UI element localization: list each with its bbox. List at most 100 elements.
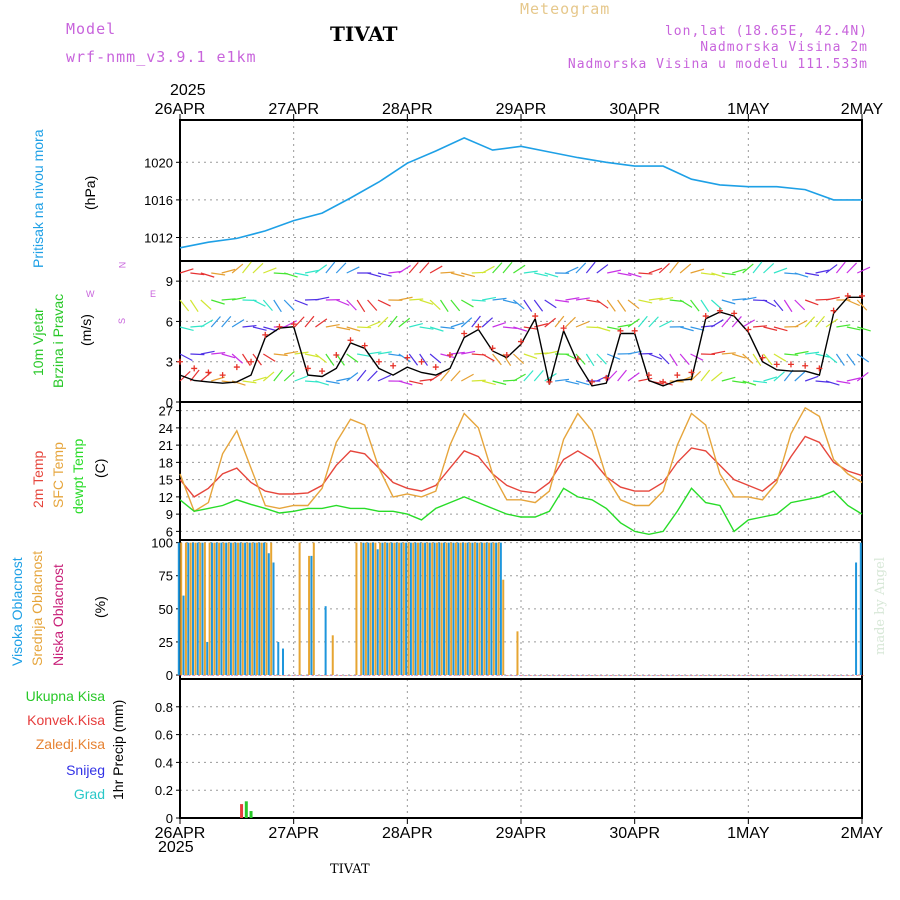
cloud-high-bar [220,542,223,676]
cloud-low-bar [638,675,641,676]
y-tick-label: 0.4 [155,755,173,770]
cloud-low-bar [699,675,702,676]
cloud-mid-bar [772,675,775,676]
cloud-mid-bar [180,542,183,676]
cloud-low-bar [728,675,731,676]
wind-arrow [804,316,816,328]
cloud-mid-bar [511,675,514,676]
wind-arrow [721,299,736,305]
wind-arrow [190,353,205,356]
wind-arrow [835,353,845,366]
cloud-low-bar [396,675,399,676]
wind-arrow [690,268,705,274]
cloud-mid-bar [696,675,699,676]
wind-gust-marker [745,326,752,333]
cloud-mid-bar [426,542,429,676]
wind-arrow [346,326,361,332]
cloud-high-bar [793,675,796,676]
cloud-high-bar [618,675,621,676]
cloud-high-bar [461,542,464,676]
wind-arrow [835,261,846,274]
wind-arrow [752,380,768,384]
wind-arrow [273,353,288,357]
cloud-mid-bar [668,675,671,676]
cloud-mid-bar [454,542,457,676]
wind-arrow [617,369,627,382]
wind-arrow [450,351,465,355]
cloud-high-bar [556,675,559,676]
cloud-mid-bar [554,675,557,676]
cloud-low-bar [202,675,205,676]
cloud-high-bar [585,675,588,676]
cloud-high-bar [495,542,498,676]
wind-arrow [773,326,788,332]
wind-arrow [315,353,327,364]
cloud-high-bar [343,675,346,676]
cloud-low-bar [524,675,527,676]
cloud-low-bar [619,675,622,676]
wind-arrow [304,353,319,358]
wind-arrow [439,299,449,313]
cloud-low-bar [681,675,684,676]
wind-arrow [179,370,191,382]
wind-arrow [419,299,434,305]
cloud-mid-bar [781,675,784,676]
wind-arrow [565,380,580,385]
cloud-mid-bar [322,675,325,676]
wind-arrow [273,369,283,382]
cloud-mid-bar [336,675,339,676]
cloud-mid-bar [497,542,500,676]
cloud-low-bar [254,675,257,676]
cloud-high-bar [533,675,536,676]
wind-arrow [544,317,556,328]
cloud-low-bar [709,675,712,676]
wind-gust-marker [688,369,695,376]
cloud-high-bar [476,542,479,676]
cloud-high-bar [438,542,441,676]
wind-arrow [377,272,392,277]
cloud-mid-bar [587,675,590,676]
cloud-low-bar [657,675,660,676]
cloud-low-bar [789,675,792,676]
cloud-mid-bar [459,542,462,676]
wind-arrow [471,315,481,328]
cloud-low-bar [207,675,210,676]
wind-arrow [315,296,330,301]
cloud-high-bar [575,675,578,676]
cloud-low-bar [733,675,736,676]
cloud-high-bar [689,675,692,676]
cloud-mid-bar [241,542,244,676]
cloud-low-bar [250,675,253,676]
cloud-high-bar [855,562,858,676]
wind-arrow [231,296,246,301]
wind-arrow [721,352,736,355]
cloud-high-bar [627,675,630,676]
wind-arrow [742,296,757,301]
cloud-low-bar [472,675,475,676]
cloud-high-bar [698,675,701,676]
x-tick-label-bottom: 29APR [496,825,547,842]
cloud-low-bar [183,675,186,676]
wind-arrow [283,320,297,328]
wind-arrow [336,377,351,382]
wind-arrow [440,369,450,382]
cloud-mid-bar [710,675,713,676]
cloud-low-bar [662,675,665,676]
cloud-mid-bar [502,579,505,676]
cloud-low-bar [538,675,541,676]
wind-arrow [742,263,754,274]
cloud-low-bar [842,675,845,676]
precip-conv-bar [240,804,244,818]
wind-arrow [856,353,870,363]
cloud-mid-bar [194,542,197,676]
cloud-high-bar [291,675,294,676]
cloud-high-bar [551,675,554,676]
y-tick-label: 100 [151,536,173,551]
cloud-mid-bar [506,675,509,676]
wind-gust-marker [645,372,652,379]
wind-arrow [367,272,382,278]
cloud-mid-bar [213,542,216,676]
wind-arrow [554,315,565,328]
cloud-mid-bar [312,542,315,676]
y-tick-label: 9 [166,507,173,522]
